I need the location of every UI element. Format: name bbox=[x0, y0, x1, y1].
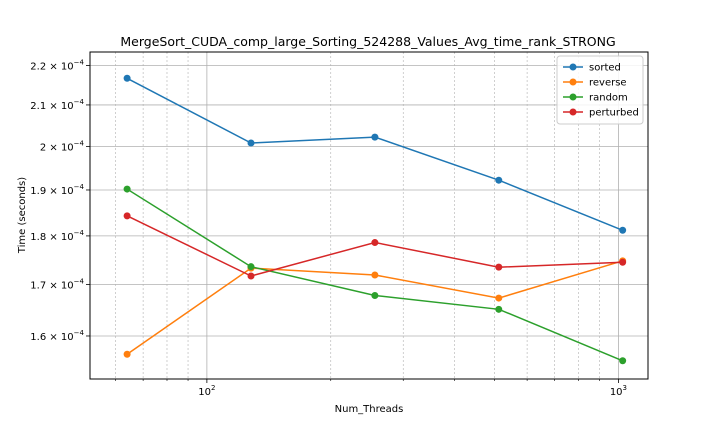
data-point-reverse bbox=[495, 294, 503, 302]
legend-marker-icon bbox=[569, 78, 577, 86]
axis-ticks: 102 103 1.6 × 10−4 1.7 × 10−4 1.8 × 10−4 1.9 … bbox=[30, 58, 627, 398]
data-point-perturbed bbox=[619, 258, 627, 266]
y-tick-label: 2.2 × 10−4 bbox=[30, 58, 84, 72]
data-point-random bbox=[371, 292, 379, 300]
data-point-random bbox=[495, 305, 503, 313]
legend-item-perturbed: perturbed bbox=[563, 108, 639, 119]
series-perturbed bbox=[123, 212, 627, 280]
legend-marker-icon bbox=[569, 93, 577, 101]
x-axis-label: Num_Threads bbox=[335, 404, 404, 415]
y-tick-label: 2 × 10−4 bbox=[40, 139, 85, 153]
data-point-sorted bbox=[247, 139, 255, 147]
series-sorted bbox=[123, 74, 627, 234]
data-point-perturbed bbox=[247, 272, 255, 280]
y-axis-label: Time (seconds) bbox=[17, 177, 28, 254]
legend-item-random: random bbox=[563, 93, 628, 104]
x-tick-label: 102 bbox=[198, 384, 215, 398]
legend-label: sorted bbox=[589, 63, 621, 74]
data-point-reverse bbox=[371, 271, 379, 279]
chart-title: MergeSort_CUDA_comp_large_Sorting_524288… bbox=[120, 34, 615, 49]
data-point-perturbed bbox=[371, 239, 379, 247]
data-point-sorted bbox=[123, 74, 131, 82]
series-random bbox=[123, 185, 627, 365]
plot-area-frame bbox=[89, 51, 649, 380]
data-point-random bbox=[123, 185, 131, 193]
y-tick-label: 1.7 × 10−4 bbox=[30, 277, 84, 291]
legend-marker-icon bbox=[569, 63, 577, 71]
series-layer bbox=[123, 74, 627, 365]
legend-label: reverse bbox=[589, 78, 627, 89]
legend-item-reverse: reverse bbox=[563, 78, 627, 89]
y-tick-label: 1.6 × 10−4 bbox=[30, 329, 84, 343]
data-point-random bbox=[619, 357, 627, 365]
data-point-sorted bbox=[371, 133, 379, 141]
data-point-perturbed bbox=[495, 263, 503, 271]
legend-marker-icon bbox=[569, 108, 577, 116]
legend: sorted reverse random perturbed bbox=[556, 55, 644, 125]
data-point-sorted bbox=[619, 226, 627, 234]
legend-item-sorted: sorted bbox=[563, 63, 621, 74]
data-point-perturbed bbox=[123, 212, 131, 220]
legend-box bbox=[556, 55, 644, 125]
legend-label: perturbed bbox=[589, 108, 639, 119]
x-tick-label: 103 bbox=[610, 384, 627, 398]
y-tick-label: 1.8 × 10−4 bbox=[30, 229, 84, 243]
data-point-sorted bbox=[495, 176, 503, 184]
data-point-reverse bbox=[123, 350, 131, 358]
series-line-sorted bbox=[126, 77, 623, 231]
legend-label: random bbox=[589, 93, 628, 104]
data-point-random bbox=[247, 263, 255, 271]
series-reverse bbox=[123, 257, 627, 358]
y-tick-label: 2.1 × 10−4 bbox=[30, 98, 84, 112]
y-tick-label: 1.9 × 10−4 bbox=[30, 183, 84, 197]
